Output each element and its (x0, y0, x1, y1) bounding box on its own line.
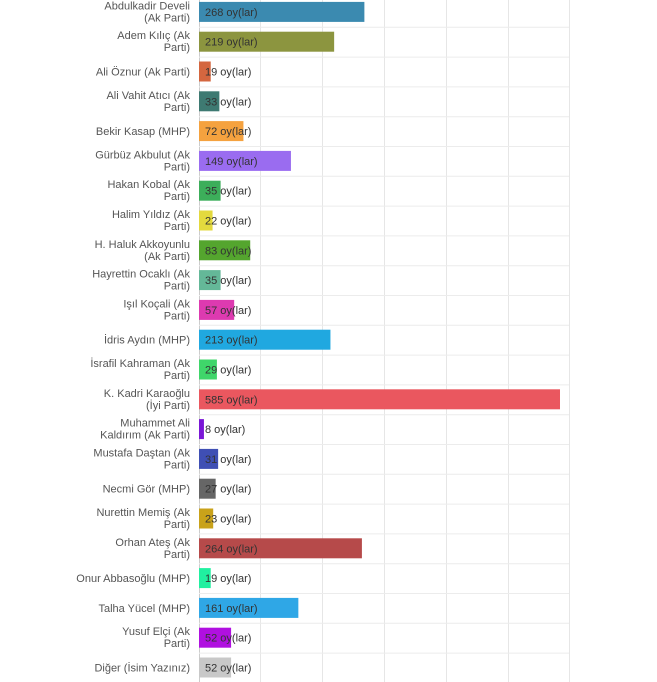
bar[interactable] (199, 210, 213, 231)
bar[interactable] (199, 329, 331, 350)
category-label: Halim Yıldız (Ak Parti) (112, 209, 191, 233)
bar-value-label: 23 oy(lar) (205, 514, 251, 526)
bar[interactable] (199, 627, 232, 648)
category-label: Işıl Koçali (Ak Parti) (123, 298, 190, 322)
bar-value-label: 72 oy(lar) (205, 126, 251, 138)
bar[interactable] (199, 180, 221, 201)
category-label: Talha Yücel (MHP) (99, 603, 191, 615)
bar[interactable] (199, 568, 211, 589)
category-label: Muhammet Ali Kaldırım (Ak Parti) (100, 418, 190, 442)
category-label: Nurettin Memiş (Ak Parti) (96, 507, 190, 531)
category-label: İdris Aydın (MHP) (104, 334, 190, 347)
category-label: Adem Kılıç (Ak Parti) (117, 30, 190, 54)
bar[interactable] (199, 419, 204, 440)
bar-value-label: 22 oy(lar) (205, 216, 251, 228)
bar[interactable] (199, 299, 235, 320)
category-label: Bekir Kasap (MHP) (96, 126, 190, 138)
category-label: Necmi Gör (MHP) (103, 484, 190, 496)
bar[interactable] (199, 448, 219, 469)
category-label: Yusuf Elçi (Ak Parti) (122, 626, 190, 650)
category-label: Ali Vahit Atıcı (Ak Parti) (106, 90, 190, 114)
bar[interactable] (199, 508, 214, 529)
bar-value-label: 57 oy(lar) (205, 305, 251, 317)
bar-value-label: 52 oy(lar) (205, 663, 251, 675)
bar[interactable] (199, 657, 232, 678)
bar-value-label: 585 oy(lar) (205, 394, 258, 406)
bar[interactable] (199, 121, 244, 142)
bar-value-label: 31 oy(lar) (205, 454, 251, 466)
bar[interactable] (199, 597, 299, 618)
bar[interactable] (199, 91, 220, 112)
bar-value-label: 52 oy(lar) (205, 633, 251, 645)
bar[interactable] (199, 240, 251, 261)
category-label: Mustafa Daştan (Ak Parti) (93, 447, 190, 471)
bar-value-label: 268 oy(lar) (205, 7, 258, 19)
bar-value-label: 149 oy(lar) (205, 156, 258, 168)
bar[interactable] (199, 150, 291, 171)
bar[interactable] (199, 270, 221, 291)
bar[interactable] (199, 389, 560, 410)
category-label: H. Haluk Akkoyunlu (Ak Parti) (95, 239, 190, 263)
chart-bars (199, 1, 560, 678)
bar-value-label: 161 oy(lar) (205, 603, 258, 615)
category-label: Diğer (İsim Yazınız) (94, 662, 190, 675)
category-labels: Abdulkadir Develi (Ak Parti) Adem Kılıç (A… (76, 0, 190, 674)
bar-value-label: 19 oy(lar) (205, 573, 251, 585)
value-labels: 268 oy(lar) 219 oy(lar) 19 oy(lar) 33 oy(la… (205, 7, 258, 675)
category-label: Hakan Kobal (Ak Parti) (107, 179, 190, 203)
bar-value-label: 264 oy(lar) (205, 543, 258, 555)
category-label: K. Kadri Karaoğlu (İyi Parti) (104, 388, 190, 412)
bar-value-label: 29 oy(lar) (205, 365, 251, 377)
bar[interactable] (199, 478, 216, 499)
category-label: Ali Öznur (Ak Parti) (96, 67, 190, 79)
bar[interactable] (199, 359, 217, 380)
category-label: Onur Abbasoğlu (MHP) (76, 573, 190, 585)
bar-value-label: 35 oy(lar) (205, 186, 251, 198)
bar[interactable] (199, 61, 211, 82)
category-label: Hayrettin Ocaklı (Ak Parti) (92, 269, 190, 293)
bar-value-label: 19 oy(lar) (205, 67, 251, 79)
bar-value-label: 219 oy(lar) (205, 37, 258, 49)
category-label: Orhan Ateş (Ak Parti) (115, 537, 190, 561)
category-label: Gürbüz Akbulut (Ak Parti) (95, 149, 190, 173)
bar-value-label: 8 oy(lar) (205, 424, 245, 436)
category-label: Abdulkadir Develi (Ak Parti) (104, 0, 190, 24)
bar-value-label: 35 oy(lar) (205, 275, 251, 287)
bar[interactable] (199, 538, 362, 559)
bar-value-label: 27 oy(lar) (205, 484, 251, 496)
bar[interactable] (199, 31, 335, 52)
category-label: İsrafil Kahraman (Ak Parti) (90, 357, 190, 382)
bar[interactable] (199, 1, 365, 22)
chart-rows (199, 26, 569, 654)
bar-value-label: 83 oy(lar) (205, 245, 251, 257)
bar-value-label: 33 oy(lar) (205, 96, 251, 108)
bar-value-label: 213 oy(lar) (205, 335, 258, 347)
